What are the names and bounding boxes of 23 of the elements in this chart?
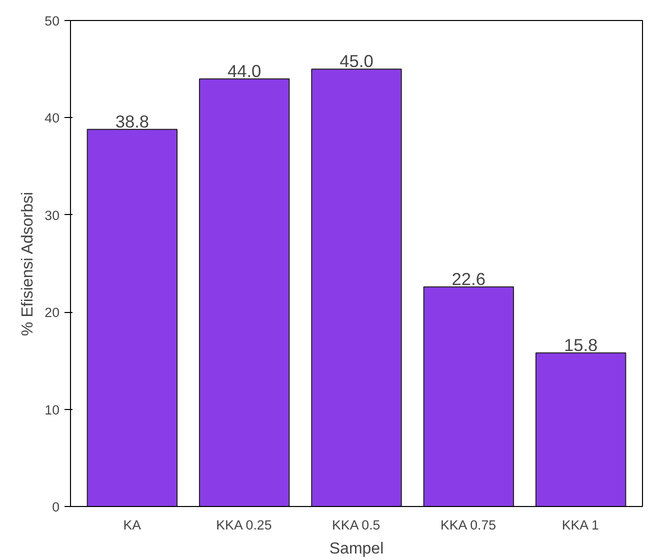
y-axis-title: % Efisiensi Adsorbsi: [20, 192, 37, 336]
y-tick-label: 10: [44, 402, 60, 418]
y-tick-label: 50: [44, 14, 60, 28]
data-label: 22.6: [452, 268, 486, 289]
bar: [423, 286, 514, 506]
data-label: 15.8: [564, 334, 598, 355]
bar: [311, 68, 402, 506]
x-tick-label: KKA 1: [562, 518, 599, 532]
x-tick-label: KKA 0.25: [216, 518, 272, 532]
x-tick-label: KKA 0.5: [332, 518, 380, 532]
x-tick-label: KA: [123, 518, 142, 532]
x-tick-label: KKA 0.75: [440, 518, 496, 532]
data-label: 44.0: [227, 60, 262, 81]
y-tick-label: 0: [52, 500, 60, 514]
data-label: 38.8: [115, 111, 150, 132]
bar: [86, 128, 178, 506]
y-tick-label: 40: [44, 110, 60, 126]
x-axis-title: Sampel: [329, 540, 384, 558]
y-tick-label: 20: [44, 305, 60, 320]
bar: [535, 352, 626, 506]
y-tick-label: 30: [44, 208, 60, 223]
bar: [198, 78, 290, 506]
data-label: 45.0: [340, 51, 374, 72]
